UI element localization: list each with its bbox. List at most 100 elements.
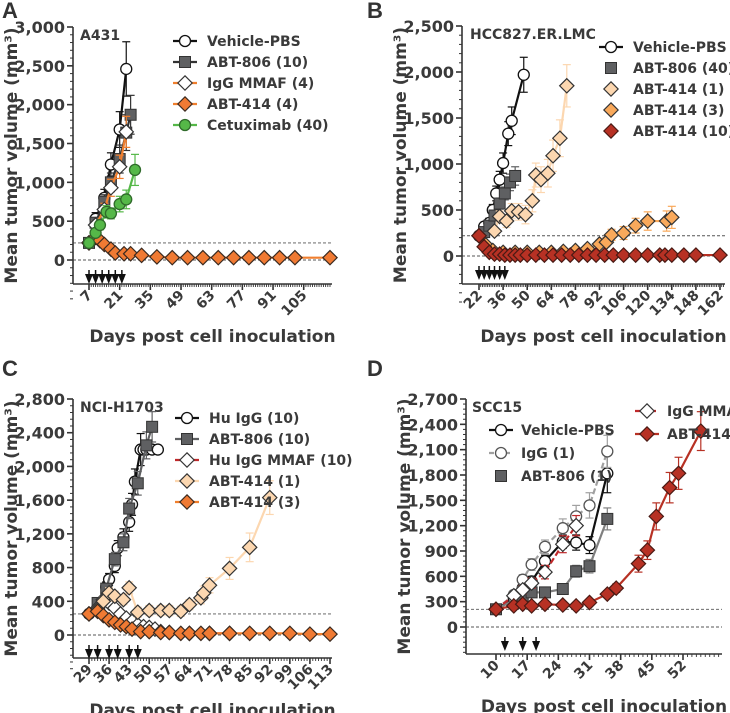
- data-point: [120, 62, 133, 76]
- legend-label: ABT-414 (1): [633, 82, 724, 98]
- dosing-arrow-icon: [111, 274, 120, 284]
- chart-title: NCI-H1703: [80, 400, 164, 416]
- dosing-arrow-icon: [98, 274, 107, 284]
- legend-marker: [494, 423, 508, 437]
- legend: Hu IgG (10) ABT-806 (10) Hu IgG MMAF (10) A…: [175, 411, 353, 511]
- legend-item: ABT-806 (10): [175, 432, 310, 448]
- legend-marker: [604, 40, 618, 54]
- legend-marker: [179, 494, 195, 510]
- y-tick-label: 800: [32, 559, 65, 578]
- data-point: [639, 542, 656, 559]
- data-point: [108, 553, 121, 566]
- legend-marker: [179, 473, 195, 489]
- y-tick-label: 2,400: [14, 424, 65, 443]
- legend-marker: [181, 433, 193, 445]
- data-point: [583, 538, 596, 552]
- dosing-arrow-icon: [500, 641, 509, 651]
- legend-marker: [177, 75, 193, 91]
- data-point: [241, 539, 258, 556]
- x-tick-label: 105: [279, 288, 311, 320]
- panel-label: D: [367, 356, 383, 381]
- data-point: [539, 165, 556, 182]
- legend-marker: [180, 411, 194, 425]
- data-point: [120, 193, 133, 206]
- x-tick-label: 49: [163, 288, 188, 313]
- series-abt-414-4: [81, 229, 338, 266]
- legend-label: ABT-806 (10): [209, 432, 310, 448]
- data-point: [106, 588, 123, 605]
- data-point: [201, 577, 218, 594]
- x-tick-label: 162: [695, 288, 727, 320]
- legend-marker: [178, 118, 192, 132]
- data-point: [241, 625, 258, 642]
- data-point: [181, 596, 198, 613]
- legend-item: ABT-806 (40): [605, 61, 730, 77]
- data-point: [194, 249, 211, 266]
- x-tick-label: 10: [478, 657, 503, 682]
- panel-a: A 0 500 1,000 1,500 2,000 2,500 3,000 7 21 35 49 63…: [0, 0, 365, 356]
- data-point: [172, 603, 189, 620]
- legend: Vehicle-PBS ABT-806 (40) ABT-414 (1) ABT-41…: [599, 40, 730, 140]
- data-point: [486, 223, 503, 240]
- legend-label: IgG (1): [521, 446, 575, 462]
- data-point: [281, 625, 298, 642]
- x-tick-label: 31: [571, 658, 596, 683]
- dosing-arrow-icon: [133, 649, 142, 659]
- y-tick-label: 2,100: [407, 441, 458, 460]
- data-point: [286, 249, 303, 266]
- data-point: [322, 249, 338, 266]
- x-axis-title: Days post cell inoculation: [481, 697, 727, 713]
- panel-label: C: [2, 356, 18, 381]
- panel-label: B: [367, 0, 383, 23]
- legend-label: ABT-414 (3): [633, 103, 724, 119]
- legend-label: Vehicle-PBS: [207, 34, 301, 50]
- data-point: [615, 225, 632, 241]
- y-axis-title: Mean tumor volume (mm³): [395, 398, 415, 654]
- data-point: [554, 597, 571, 614]
- data-point: [261, 625, 278, 642]
- data-point: [210, 249, 227, 266]
- data-point: [141, 623, 158, 640]
- data-point: [639, 247, 656, 264]
- legend-label: ABT-806 (40): [633, 61, 730, 77]
- y-tick-label: 300: [425, 593, 458, 612]
- y-axis-title: Mean tumor volume (mm³): [2, 400, 22, 656]
- legend: Vehicle-PBS ABT-806 (10) IgG MMAF (4) ABT-4…: [173, 34, 328, 134]
- legend-item: Cetuximab (40): [173, 118, 328, 134]
- legend-marker: [177, 96, 193, 112]
- x-tick-label: 38: [602, 658, 627, 683]
- data-point: [509, 169, 522, 182]
- legend-label: Vehicle-PBS: [521, 423, 615, 439]
- data-point: [630, 555, 647, 572]
- y-tick-label: 0: [443, 247, 454, 266]
- y-tick-label: 900: [425, 542, 458, 561]
- x-tick-label: 106: [598, 288, 630, 320]
- dosing-arrow-icon: [500, 270, 509, 280]
- data-point: [556, 522, 569, 535]
- x-tick-label: 17: [509, 658, 534, 683]
- series-abt-414-1: [486, 64, 575, 240]
- y-tick-label: 2,800: [14, 390, 65, 409]
- legend-marker: [639, 403, 655, 419]
- data-point: [301, 626, 318, 643]
- legend-item: ABT-806 (1): [495, 469, 612, 485]
- legend-marker: [639, 426, 655, 442]
- y-tick-label: 400: [32, 592, 65, 611]
- data-point: [517, 206, 534, 223]
- data-point: [221, 560, 238, 577]
- data-point: [133, 247, 150, 264]
- dosing-arrow-icon: [480, 270, 489, 280]
- data-point: [123, 502, 136, 515]
- legend-item: IgG MMAF (4): [173, 75, 314, 92]
- data-point: [627, 217, 644, 234]
- y-tick-label: 2,500: [403, 17, 454, 36]
- legend-label: ABT-414 (4): [207, 97, 298, 113]
- dosing-arrow-icon: [85, 649, 93, 659]
- legend-label: IgG MMAF (4): [207, 76, 314, 92]
- dosing-arrow-icon: [117, 274, 126, 284]
- y-tick-label: 1,000: [403, 155, 454, 174]
- x-tick-label: 77: [224, 288, 249, 313]
- panel-c: C 0 400 800 1,200 1,600 2,000 2,400 2,800 29 36 43…: [0, 356, 365, 713]
- dosing-arrow-icon: [532, 641, 541, 651]
- data-point: [124, 621, 141, 638]
